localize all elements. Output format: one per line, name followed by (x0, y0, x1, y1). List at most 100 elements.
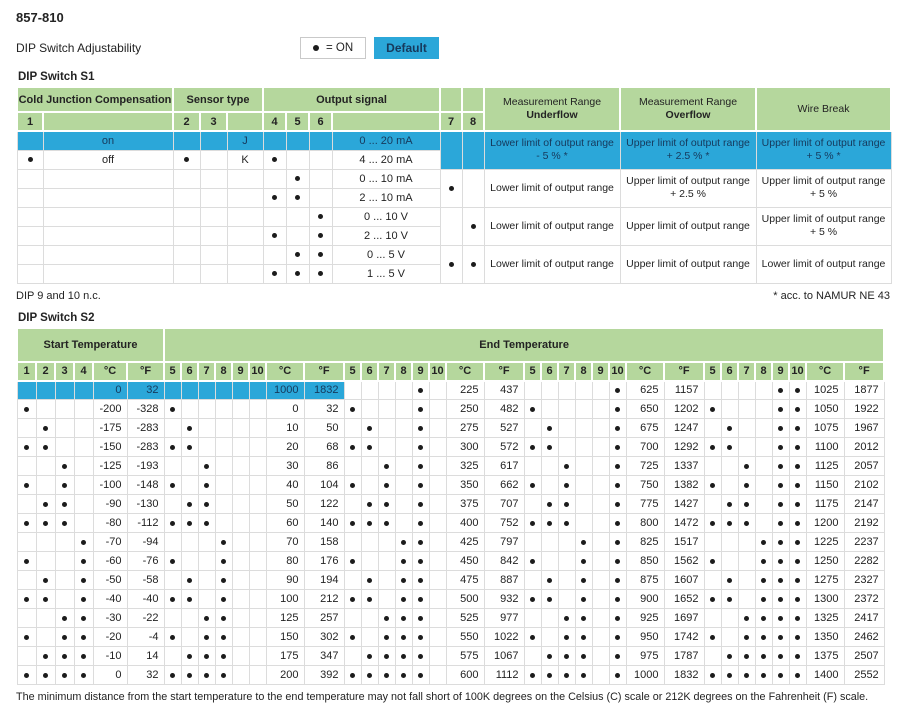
s2-switch-9 (591, 627, 610, 647)
s1-switch-7 (439, 206, 463, 246)
dip-on-dot (564, 653, 570, 659)
s2-header-switch-5: 5 (523, 360, 543, 382)
dip-on-dot (564, 482, 570, 488)
dip-on-dot (547, 577, 553, 583)
s2-end-fahrenheit-value: 1247 (663, 418, 705, 438)
s1-switch-5 (285, 244, 310, 265)
s2-switch-10 (608, 608, 627, 628)
dip-on-dot (564, 615, 570, 621)
s2-start-celsius-value: -20 (92, 627, 128, 647)
s1-signal-value: 4 ... 20 mA (331, 149, 441, 170)
s2-switch-8 (754, 494, 773, 514)
dip-on-dot (761, 672, 767, 678)
s2-switch-8 (754, 589, 773, 609)
dip-on-dot (615, 482, 621, 488)
s1-sensor-value: K (226, 149, 264, 170)
dip-on-dot (615, 558, 621, 564)
s2-end-fahrenheit-value: 1742 (663, 627, 705, 647)
dip-on-dot (170, 558, 176, 564)
s2-switch-9 (411, 475, 430, 495)
dip-on-dot (24, 634, 29, 640)
s2-end-fahrenheit-value: 68 (303, 437, 345, 457)
s2-row: -200 -328 0 32 250 482 650 1202 1050 1922 (16, 399, 885, 419)
s2-end-celsius-value: 200 (265, 665, 305, 685)
dip-on-dot (187, 596, 193, 602)
s2-header-fahrenheit: °F (843, 360, 886, 382)
s2-switch-10 (248, 399, 267, 419)
s1-switch-4 (262, 187, 287, 208)
s2-end-celsius-value: 975 (625, 646, 665, 666)
dip-on-dot (350, 444, 356, 450)
s2-switch-8 (214, 494, 233, 514)
s2-switch-5 (703, 570, 722, 590)
s1-switch-6 (308, 206, 333, 227)
s2-end-fahrenheit-value: 2372 (843, 589, 885, 609)
dip-on-dot (761, 653, 767, 659)
s2-switch-6 (720, 665, 739, 685)
dip-on-dot (221, 672, 227, 678)
s2-end-fahrenheit-value: 1787 (663, 646, 705, 666)
dip-on-dot (170, 444, 176, 450)
s2-switch-5 (703, 589, 722, 609)
s1-switch-2 (172, 244, 201, 265)
dip-on-dot (470, 261, 476, 267)
dip-on-dot (187, 501, 193, 507)
s2-row: -20 -4 150 302 550 1022 950 1742 1350 2462 (16, 627, 885, 647)
dip-on-dot (761, 577, 767, 583)
s2-switch-2 (35, 627, 56, 647)
s2-switch-5 (163, 418, 182, 438)
s1-switch-8 (461, 206, 485, 246)
s2-start-fahrenheit-value: -130 (126, 494, 165, 514)
s2-switch-5 (343, 399, 362, 419)
s2-switch-6 (540, 646, 559, 666)
s2-switch-6 (720, 646, 739, 666)
s2-switch-1 (16, 570, 37, 590)
dip-on-dot (778, 653, 784, 659)
dip-on-dot (204, 672, 210, 678)
s2-switch-6 (540, 589, 559, 609)
dip-on-dot (727, 520, 733, 526)
dip-on-dot (615, 539, 621, 545)
dip-on-dot (581, 539, 587, 545)
s2-switch-8 (574, 646, 593, 666)
s2-end-fahrenheit-value: 158 (303, 532, 345, 552)
s2-switch-3 (54, 513, 75, 533)
s2-switch-5 (163, 494, 182, 514)
dip-on-dot (170, 406, 176, 412)
s2-switch-8 (214, 608, 233, 628)
s2-switch-9 (231, 513, 250, 533)
s2-start-fahrenheit-value: -58 (126, 570, 165, 590)
s2-end-celsius-value: 700 (625, 437, 665, 457)
s2-switch-5 (343, 456, 362, 476)
s2-switch-3 (54, 475, 75, 495)
s1-switch-7 (439, 168, 463, 208)
s2-end-celsius-value: 1275 (805, 570, 845, 590)
dip-on-dot (350, 520, 356, 526)
s2-switch-10 (788, 456, 807, 476)
s2-switch-10 (248, 627, 267, 647)
dip-on-dot (418, 444, 424, 450)
dip-on-dot (710, 406, 716, 412)
dip-on-dot (710, 672, 716, 678)
s2-switch-10 (788, 494, 807, 514)
dip-on-dot (615, 444, 621, 450)
s2-switch-6 (720, 399, 739, 419)
s2-end-fahrenheit-value: 176 (303, 551, 345, 571)
s2-end-fahrenheit-value: 257 (303, 608, 345, 628)
s2-switch-7 (557, 570, 576, 590)
s1-switch-4 (262, 263, 287, 284)
s1-overflow-value: Upper limit of output range + 2.5 % (619, 168, 757, 208)
s2-switch-6 (180, 399, 199, 419)
s2-row: 0 32 200 392 600 1112 1000 1832 1400 2552 (16, 665, 885, 685)
dip-on-dot (43, 425, 48, 431)
dip-on-dot (401, 558, 407, 564)
s2-end-celsius-value: 650 (625, 399, 665, 419)
s2-switch-8 (574, 608, 593, 628)
s2-switch-3 (54, 589, 75, 609)
s2-switch-8 (394, 494, 413, 514)
s2-end-fahrenheit-value: 1382 (663, 475, 705, 495)
s2-switch-7 (737, 380, 756, 400)
s2-switch-10 (608, 513, 627, 533)
s2-switch-10 (248, 456, 267, 476)
s2-switch-4 (73, 513, 94, 533)
